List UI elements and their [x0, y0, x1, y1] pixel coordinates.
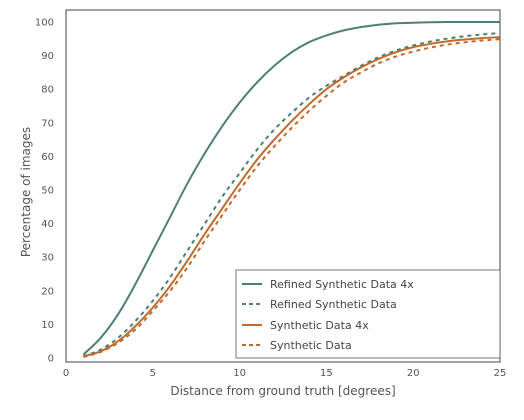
y-tick-label: 20 [41, 286, 54, 297]
series-line-refined-synthetic-data-4x [82, 20, 500, 356]
legend-item-synthetic-4x: Synthetic Data 4x [242, 319, 369, 332]
legend-label-refined-synthetic-4x: Refined Synthetic Data 4x [270, 278, 414, 291]
y-tick-label: 70 [41, 118, 54, 129]
x-axis-title: Distance from ground truth [degrees] [170, 384, 395, 398]
x-axis-ticks: 0 5 10 15 20 25 [63, 368, 507, 379]
x-tick-label: 5 [150, 368, 156, 379]
y-tick-label: 10 [41, 320, 54, 331]
y-axis-ticks: 0 10 20 30 40 50 60 70 80 90 100 [35, 18, 54, 365]
x-tick-label: 10 [233, 368, 246, 379]
legend-label-refined-synthetic: Refined Synthetic Data [270, 298, 397, 311]
x-tick-label: 0 [63, 368, 69, 379]
y-tick-label: 60 [41, 152, 54, 163]
legend: Refined Synthetic Data 4x Refined Synthe… [235, 269, 501, 359]
y-tick-label: 0 [48, 354, 54, 365]
legend-label-synthetic: Synthetic Data [270, 339, 352, 352]
y-tick-label: 50 [41, 186, 54, 197]
legend-label-synthetic-4x: Synthetic Data 4x [270, 319, 369, 332]
y-tick-label: 30 [41, 253, 54, 264]
series-line-synthetic-data [83, 38, 501, 358]
x-tick-label: 20 [407, 368, 420, 379]
series-line-synthetic-data-4x [83, 36, 501, 358]
series-line-refined-synthetic-data [83, 32, 501, 358]
y-tick-label: 100 [35, 18, 54, 29]
y-tick-label: 80 [41, 85, 54, 96]
y-tick-label: 90 [41, 51, 54, 62]
x-tick-label: 15 [320, 368, 333, 379]
series-lines [82, 20, 501, 358]
y-axis-title: Percentage of images [19, 127, 33, 257]
x-tick-label: 25 [494, 368, 507, 379]
y-tick-label: 40 [41, 219, 54, 230]
legend-item-refined-synthetic: Refined Synthetic Data [242, 298, 397, 311]
legend-item-synthetic: Synthetic Data [242, 339, 352, 352]
legend-item-refined-synthetic-4x: Refined Synthetic Data 4x [242, 278, 414, 291]
legend-box [235, 269, 501, 359]
